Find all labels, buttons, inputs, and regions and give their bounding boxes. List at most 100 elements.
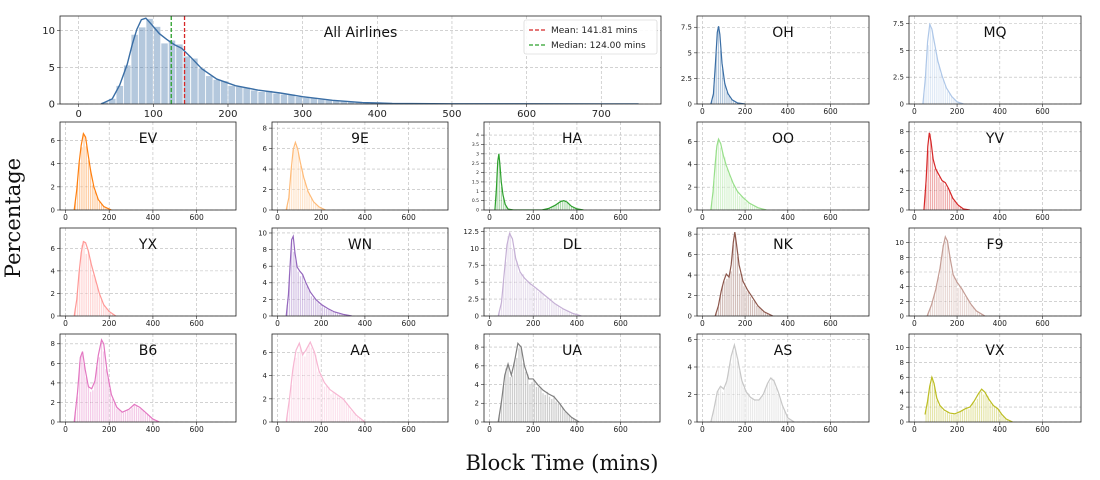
- hist-bar: [321, 378, 324, 422]
- hist-bar: [83, 133, 85, 210]
- hist-bar: [937, 63, 940, 104]
- panel-vx: 0 200 400 600 0 2 4 6 8 10 VX: [895, 333, 1082, 434]
- y-tick-label: 2: [476, 170, 479, 176]
- histogram-ev: [74, 133, 112, 210]
- x-tick-label: 600: [823, 107, 838, 116]
- hist-bar: [955, 414, 957, 422]
- x-tick-label: 600: [401, 213, 416, 222]
- y-tick-label: 6: [51, 137, 56, 145]
- hist-bar: [292, 251, 295, 316]
- hist-bar: [732, 350, 735, 422]
- y-tick-label: 2: [51, 183, 55, 191]
- x-tick-label: 600: [1035, 213, 1050, 222]
- y-tick-label: 2: [51, 399, 55, 407]
- panel-title-dl: DL: [563, 237, 582, 253]
- y-tick-label: 10: [42, 26, 55, 37]
- y-tick-label: 0: [688, 418, 692, 426]
- hist-bar: [745, 389, 748, 422]
- hist-bar: [153, 26, 161, 104]
- panel-title-b6: B6: [139, 343, 158, 359]
- hist-bar: [535, 287, 538, 316]
- axes-frame-b6: [59, 333, 237, 423]
- hist-bar: [316, 301, 319, 316]
- hist-bar: [940, 405, 942, 422]
- hist-bar: [126, 408, 129, 422]
- hist-bar: [531, 286, 534, 316]
- axes-frame-mq: [908, 15, 1082, 105]
- y-tick-label: 0: [51, 418, 55, 426]
- x-tick-label: 200: [314, 425, 329, 434]
- kde-line-nk: [714, 232, 774, 316]
- hist-bar: [743, 285, 745, 316]
- y-tick-label: 1.5: [472, 179, 479, 185]
- hist-bar: [563, 411, 566, 422]
- hist-bar: [314, 354, 317, 422]
- hist-bar: [738, 195, 741, 210]
- hist-bar: [542, 293, 544, 316]
- hist-bar: [965, 407, 968, 422]
- hist-bar: [528, 283, 531, 316]
- hist-bar: [563, 310, 566, 316]
- panel-title-ua: UA: [562, 343, 582, 359]
- hist-bar: [944, 185, 947, 210]
- y-tick-label: 4: [900, 167, 905, 175]
- hist-bar: [732, 184, 735, 210]
- hist-bar: [98, 201, 101, 210]
- hist-bar: [749, 296, 752, 316]
- marks-yv: [923, 132, 970, 210]
- hist-bar: [306, 190, 308, 210]
- kde-line-oh: [710, 26, 746, 104]
- histogram-ua: [498, 345, 579, 422]
- axes-frame-oo: [696, 121, 870, 211]
- hist-bar: [330, 310, 332, 316]
- y-tick-label: 8: [51, 340, 55, 348]
- hist-bar: [745, 290, 748, 316]
- hist-bar: [111, 398, 114, 422]
- marks-mq: [922, 22, 964, 104]
- panel-ha: 0 200 400 600 0 0.5 1 1.5 2 2.5 3 3.5 4 HA: [472, 121, 661, 222]
- panel-oo: 0 200 400 600 0 2 4 6 OO: [688, 121, 870, 222]
- hist-bar: [725, 278, 728, 316]
- y-tick-label: 4: [475, 381, 480, 389]
- y-tick-label: 1: [476, 189, 479, 195]
- marks-ev: [73, 131, 112, 210]
- hist-bar: [295, 96, 303, 104]
- x-tick-label: 600: [189, 425, 204, 434]
- x-tick-label: 0: [75, 109, 81, 120]
- x-tick-label: 0: [275, 213, 280, 222]
- hist-bar: [755, 305, 758, 316]
- panel-dl: 0 200 400 600 0 2.5 5 7.5 10 12.5 DL: [463, 227, 661, 328]
- panel-title-oo: OO: [772, 131, 794, 147]
- y-tick-label: 8: [263, 246, 267, 254]
- marks-f9: [926, 234, 986, 316]
- hist-bar: [942, 180, 945, 210]
- axes-frame-nk: [696, 227, 870, 317]
- hist-bar: [944, 411, 947, 422]
- hist-bar: [730, 363, 733, 422]
- hist-bar: [295, 259, 297, 316]
- hist-bar: [566, 202, 569, 210]
- hist-bar: [734, 348, 737, 422]
- panel-title-f9: F9: [987, 237, 1004, 253]
- y-tick-label: 0: [688, 206, 692, 214]
- hist-bar: [946, 187, 949, 210]
- x-tick-label: 0: [487, 213, 492, 222]
- hist-bar: [766, 382, 769, 422]
- hist-bar: [351, 412, 354, 422]
- marks-vx: [924, 375, 1013, 422]
- y-tick-label: 6: [475, 362, 480, 370]
- kde-line-vx: [924, 375, 1013, 422]
- y-tick-label: 4: [51, 379, 56, 387]
- x-tick-label: 400: [570, 425, 585, 434]
- hist-bar: [312, 350, 315, 422]
- x-tick-label: 200: [102, 213, 117, 222]
- marks-aa: [285, 340, 366, 422]
- hist-bar: [927, 44, 930, 104]
- hist-bar: [213, 79, 221, 104]
- hist-bar: [553, 395, 555, 422]
- y-tick-label: 10: [895, 344, 904, 352]
- x-tick-label: 600: [401, 425, 416, 434]
- hist-bar: [770, 377, 773, 422]
- hist-bar: [297, 271, 300, 316]
